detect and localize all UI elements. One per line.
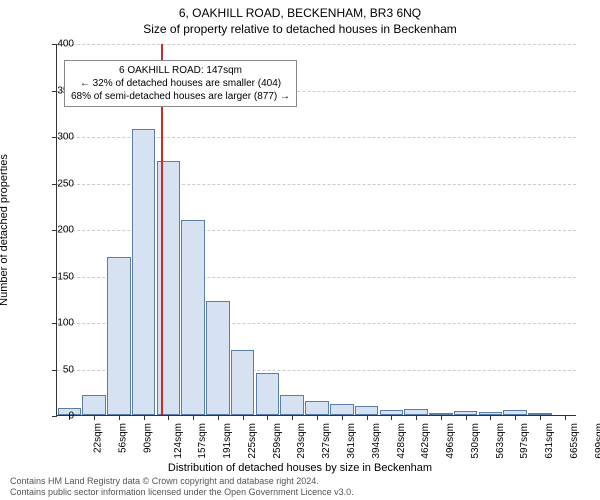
xtick-mark (218, 415, 219, 420)
xtick-label: 361sqm (346, 423, 357, 459)
xtick-label: 327sqm (321, 423, 332, 459)
xtick-mark (466, 415, 467, 420)
histogram-bar (132, 129, 156, 415)
histogram-bar (107, 257, 131, 415)
xtick-label: 496sqm (445, 423, 456, 459)
histogram-bar (280, 395, 304, 415)
histogram-bar (355, 406, 379, 415)
xtick-mark (119, 415, 120, 420)
gridline (57, 44, 576, 45)
xtick-mark (292, 415, 293, 420)
annotation-line-3: 68% of semi-detached houses are larger (… (71, 90, 290, 103)
xtick-mark (94, 415, 95, 420)
ytick-label: 50 (34, 364, 74, 375)
xtick-label: 699sqm (594, 423, 600, 459)
xtick-mark (391, 415, 392, 420)
ytick-label: 0 (34, 411, 74, 422)
xtick-label: 191sqm (222, 423, 233, 459)
xtick-mark (367, 415, 368, 420)
histogram-bar (82, 395, 106, 415)
xtick-label: 259sqm (272, 423, 283, 459)
xtick-mark (144, 415, 145, 420)
xtick-mark (267, 415, 268, 420)
xtick-mark (193, 415, 194, 420)
histogram-bar (256, 373, 280, 415)
annotation-box: 6 OAKHILL ROAD: 147sqm← 32% of detached … (64, 60, 297, 107)
footer-attribution: Contains HM Land Registry data © Crown c… (10, 476, 354, 498)
xtick-mark (342, 415, 343, 420)
xtick-mark (243, 415, 244, 420)
annotation-line-2: ← 32% of detached houses are smaller (40… (71, 77, 290, 90)
xtick-mark (490, 415, 491, 420)
xtick-label: 428sqm (396, 423, 407, 459)
xtick-label: 563sqm (495, 423, 506, 459)
histogram-bar (330, 404, 354, 415)
xtick-label: 225sqm (247, 423, 258, 459)
footer-line-1: Contains HM Land Registry data © Crown c… (10, 476, 354, 487)
xtick-label: 530sqm (470, 423, 481, 459)
xtick-label: 631sqm (544, 423, 555, 459)
xtick-mark (168, 415, 169, 420)
xtick-label: 665sqm (569, 423, 580, 459)
xtick-label: 157sqm (198, 423, 209, 459)
footer-line-2: Contains public sector information licen… (10, 487, 354, 498)
xtick-mark (441, 415, 442, 420)
xtick-label: 90sqm (142, 423, 153, 453)
xtick-label: 293sqm (297, 423, 308, 459)
xtick-mark (565, 415, 566, 420)
xtick-mark (416, 415, 417, 420)
xtick-mark (515, 415, 516, 420)
xtick-label: 394sqm (371, 423, 382, 459)
y-axis-label: Number of detached properties (0, 154, 10, 306)
x-axis-label: Distribution of detached houses by size … (0, 462, 600, 474)
annotation-line-1: 6 OAKHILL ROAD: 147sqm (71, 64, 290, 77)
xtick-mark (540, 415, 541, 420)
histogram-bar (181, 220, 205, 415)
page-title: 6, OAKHILL ROAD, BECKENHAM, BR3 6NQ (0, 0, 600, 20)
histogram-bar (231, 350, 255, 415)
ytick-label: 150 (34, 271, 74, 282)
xtick-label: 462sqm (420, 423, 431, 459)
ytick-label: 400 (34, 39, 74, 50)
ytick-label: 250 (34, 178, 74, 189)
histogram-bar (206, 301, 230, 415)
xtick-label: 124sqm (173, 423, 184, 459)
xtick-label: 22sqm (93, 423, 104, 453)
chart-subtitle: Size of property relative to detached ho… (0, 20, 600, 40)
histogram-bar (305, 401, 329, 415)
xtick-mark (317, 415, 318, 420)
ytick-label: 200 (34, 225, 74, 236)
ytick-label: 300 (34, 132, 74, 143)
xtick-label: 56sqm (118, 423, 129, 453)
ytick-label: 100 (34, 318, 74, 329)
xtick-label: 597sqm (519, 423, 530, 459)
